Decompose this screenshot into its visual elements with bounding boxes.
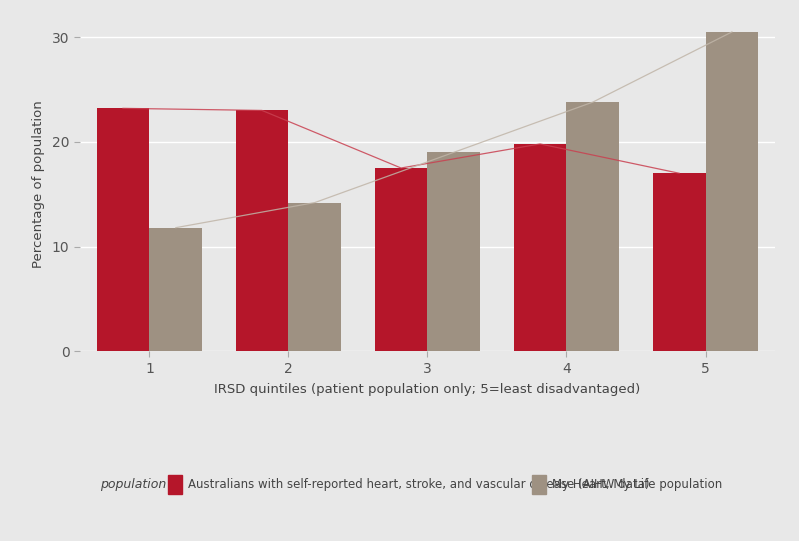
Bar xyxy=(149,228,202,351)
Bar xyxy=(706,32,758,351)
Bar xyxy=(375,168,427,351)
Bar xyxy=(514,144,566,351)
Text: Australians with self-reported heart, stroke, and vascular disease (AIHW data): Australians with self-reported heart, st… xyxy=(189,478,650,491)
Text: population: population xyxy=(100,478,166,491)
Bar xyxy=(236,110,288,351)
Bar xyxy=(288,202,341,351)
Bar xyxy=(566,102,619,351)
Text: My Heart, My Life population: My Heart, My Life population xyxy=(552,478,722,491)
Bar xyxy=(97,108,149,351)
X-axis label: IRSD quintiles (patient population only; 5=least disadvantaged): IRSD quintiles (patient population only;… xyxy=(214,382,641,395)
Y-axis label: Percentage of population: Percentage of population xyxy=(32,100,45,268)
Bar xyxy=(653,173,706,351)
Bar xyxy=(427,153,480,351)
